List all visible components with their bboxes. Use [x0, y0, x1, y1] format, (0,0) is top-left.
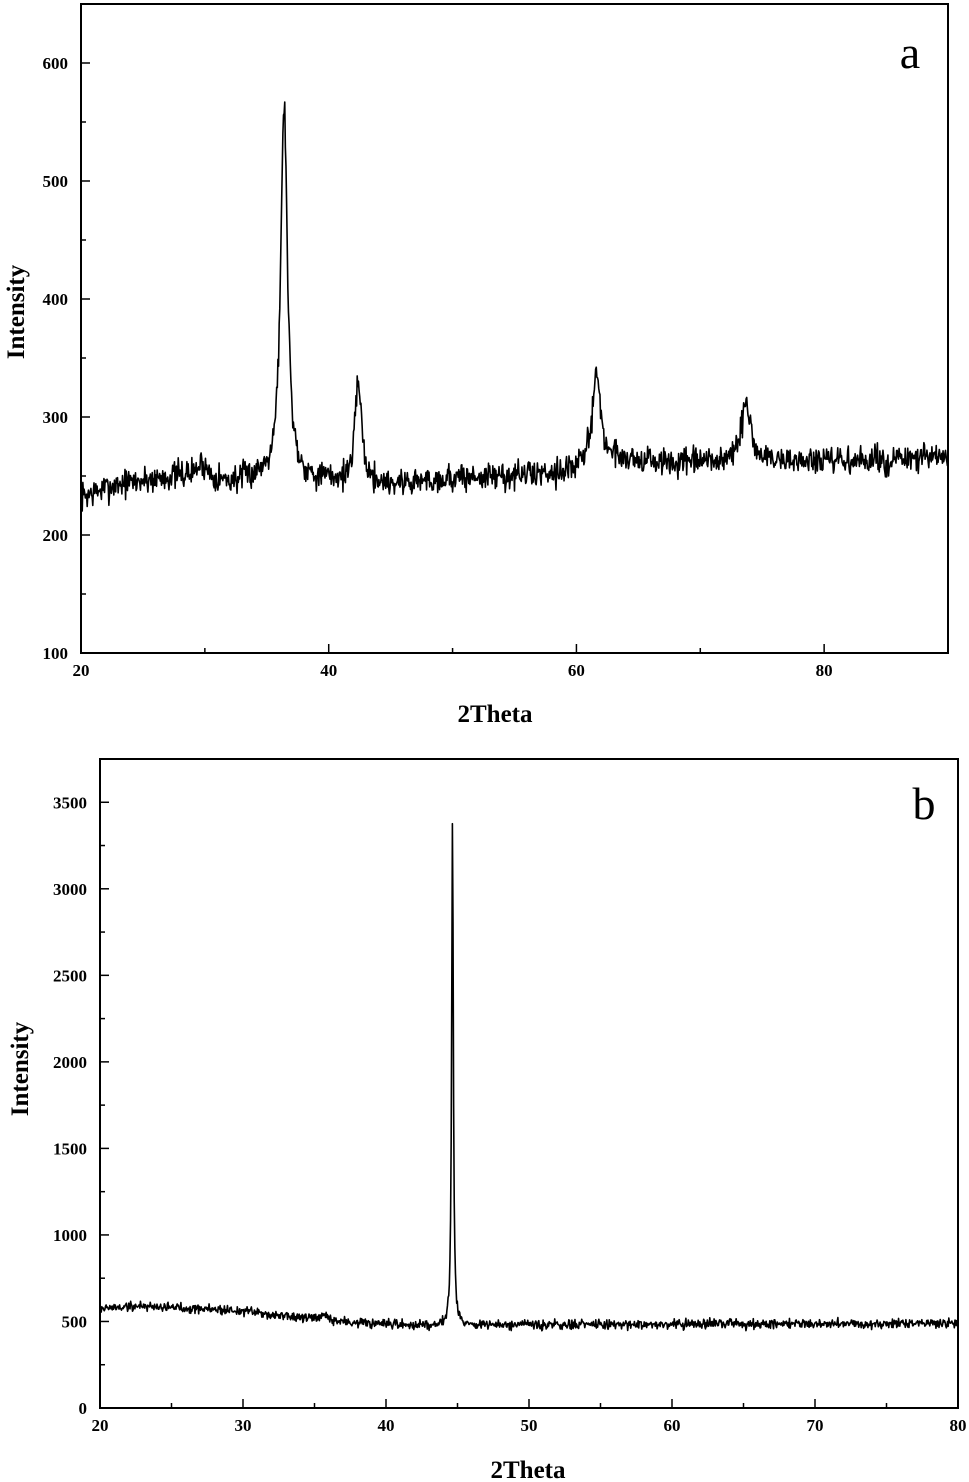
panel-label: a: [900, 27, 920, 78]
y-tick-label: 300: [43, 408, 69, 427]
chart-a: 20 40 60 80 100 200 300 400 500 600 2Theta Inten…: [3, 3, 949, 728]
x-tick-labels: 20 30 40 50 60 70 80: [92, 1416, 967, 1435]
x-tick-label: 20: [92, 1416, 109, 1435]
x-tick-label: 40: [320, 661, 337, 680]
y-tick-label: 3500: [53, 793, 87, 812]
x-tick-label: 30: [235, 1416, 252, 1435]
y-ticks: [81, 3, 90, 654]
x-axis-title: 2Theta: [458, 701, 534, 728]
y-tick-label: 200: [43, 526, 69, 545]
y-tick-label: 2500: [53, 966, 87, 985]
y-tick-label: 1000: [53, 1226, 87, 1245]
y-tick-label: 3000: [53, 880, 87, 899]
y-tick-label: 2000: [53, 1053, 87, 1072]
x-tick-labels: 20 40 60 80: [73, 661, 833, 680]
x-ticks: [99, 1399, 959, 1408]
y-tick-labels: 100 200 300 400 500 600: [43, 54, 69, 663]
x-tick-label: 50: [521, 1416, 538, 1435]
x-tick-label: 60: [664, 1416, 681, 1435]
x-axis-title: 2Theta: [491, 1457, 567, 1482]
y-axis-title: Intensity: [7, 1021, 34, 1116]
x-tick-label: 80: [816, 661, 833, 680]
x-ticks: [80, 644, 949, 653]
x-tick-label: 80: [950, 1416, 967, 1435]
y-tick-label: 1500: [53, 1139, 87, 1158]
y-tick-label: 600: [43, 54, 69, 73]
chart-b: 20 30 40 50 60 70 80 0 500 1000 1500 2000 2500 3000 3…: [7, 758, 967, 1482]
panel-label: b: [913, 778, 936, 829]
y-ticks: [100, 758, 109, 1409]
x-tick-label: 20: [73, 661, 90, 680]
y-tick-label: 400: [43, 290, 69, 309]
x-tick-label: 60: [568, 661, 585, 680]
plot-frame: [80, 3, 949, 654]
y-tick-label: 500: [62, 1312, 88, 1331]
y-axis-title: Intensity: [3, 264, 30, 359]
x-tick-label: 40: [378, 1416, 395, 1435]
y-tick-label: 0: [79, 1399, 88, 1418]
y-tick-labels: 0 500 1000 1500 2000 2500 3000 3500: [53, 793, 87, 1418]
y-tick-label: 100: [43, 644, 69, 663]
series-line: [99, 822, 959, 1332]
y-tick-label: 500: [43, 172, 69, 191]
x-tick-label: 70: [807, 1416, 824, 1435]
series-line: [80, 101, 949, 512]
